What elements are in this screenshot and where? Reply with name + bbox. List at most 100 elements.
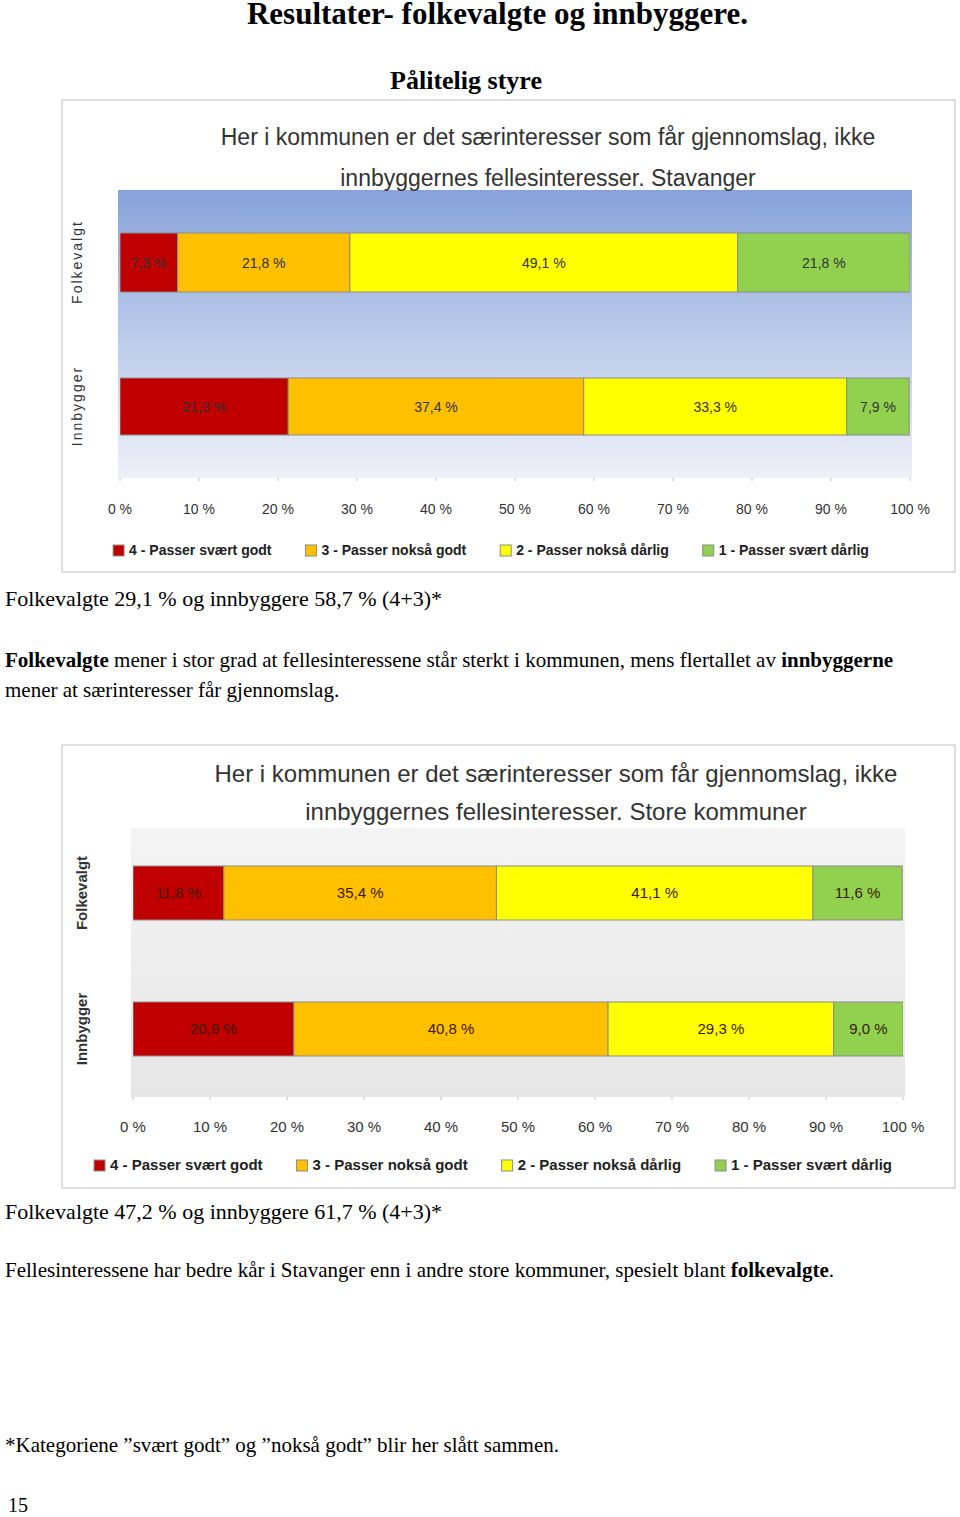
legend-swatch xyxy=(703,545,714,556)
text-run: . xyxy=(829,1258,834,1282)
tick-label: 60 % xyxy=(578,501,610,517)
tick-label: 70 % xyxy=(655,1118,689,1135)
data-label: 40,8 % xyxy=(428,1020,475,1037)
legend-item: 1 - Passer svært dårlig xyxy=(715,1156,892,1173)
data-label: 21,3 % xyxy=(182,399,226,415)
text-run: mener i stor grad at fellesinteressene s… xyxy=(109,648,781,672)
data-label: 21,8 % xyxy=(242,255,286,271)
legend-swatch xyxy=(94,1160,105,1171)
page-heading: Resultater- folkevalgte og innbyggere. xyxy=(20,0,960,32)
tick-label: 10 % xyxy=(193,1118,227,1135)
tick-mark xyxy=(673,478,674,481)
bar-segment xyxy=(813,866,902,920)
tick-mark xyxy=(436,478,437,481)
legend-item: 3 - Passer nokså godt xyxy=(297,1156,468,1173)
legend-item: 2 - Passer nokså dårlig xyxy=(500,542,669,558)
chart: 11,8 %20,9 %35,4 %40,8 %41,1 %29,3 %11,6… xyxy=(62,745,955,1188)
bar-segment xyxy=(496,866,812,920)
chart-frame xyxy=(62,100,955,572)
text-run: Fellesinteressene har bedre kår i Stavan… xyxy=(5,1258,731,1282)
bar-segment xyxy=(847,378,909,435)
tick-label: 0 % xyxy=(120,1118,146,1135)
legend: 4 - Passer svært godt 3 - Passer nokså go… xyxy=(94,1156,892,1173)
bar-segment xyxy=(294,1002,608,1056)
tick-label: 80 % xyxy=(736,501,768,517)
bar-segment xyxy=(178,233,350,292)
tick-label: 50 % xyxy=(501,1118,535,1135)
data-label: 20,9 % xyxy=(190,1020,237,1037)
bar-segment xyxy=(608,1002,834,1056)
data-label: 29,3 % xyxy=(698,1020,745,1037)
legend-label: 4 - Passer svært godt xyxy=(110,1156,263,1173)
legend-item: 4 - Passer svært godt xyxy=(113,542,272,558)
data-label: 11,8 % xyxy=(156,884,202,901)
tick-mark xyxy=(518,1097,519,1100)
tick-mark xyxy=(364,1097,365,1100)
legend-label: 1 - Passer svært dårlig xyxy=(731,1156,892,1173)
data-label: 37,4 % xyxy=(414,399,458,415)
tick-mark xyxy=(515,478,516,481)
data-label: 21,8 % xyxy=(802,255,846,271)
data-label: 7,9 % xyxy=(860,399,896,415)
tick-label: 10 % xyxy=(183,501,215,517)
tick-label: 20 % xyxy=(262,501,294,517)
tick-mark xyxy=(672,1097,673,1100)
text-run: folkevalgte xyxy=(731,1258,829,1282)
tick-mark xyxy=(749,1097,750,1100)
legend-swatch xyxy=(305,545,316,556)
tick-mark xyxy=(595,1097,596,1100)
bar-segment xyxy=(738,233,910,292)
paragraph: Fellesinteressene har bedre kår i Stavan… xyxy=(5,1255,950,1285)
category-label: Innbygger xyxy=(69,366,85,446)
tick-label: 80 % xyxy=(732,1118,766,1135)
bar-segment xyxy=(133,1002,294,1056)
legend-label: 1 - Passer svært dårlig xyxy=(719,542,869,558)
bar-segment xyxy=(120,233,178,292)
tick-mark xyxy=(831,478,832,481)
tick-mark xyxy=(278,478,279,481)
tick-label: 40 % xyxy=(424,1118,458,1135)
tick-label: 100 % xyxy=(882,1118,925,1135)
legend-item: 1 - Passer svært dårlig xyxy=(703,542,869,558)
tick-mark xyxy=(441,1097,442,1100)
data-label: 7,3 % xyxy=(131,255,167,271)
bar-segment xyxy=(224,866,497,920)
tick-label: 100 % xyxy=(890,501,930,517)
legend-item: 2 - Passer nokså dårlig xyxy=(502,1156,681,1173)
legend-label: 2 - Passer nokså dårlig xyxy=(516,542,669,558)
plot-background xyxy=(118,190,912,478)
tick-label: 60 % xyxy=(578,1118,612,1135)
text-run: mener at særinteresser får gjennomslag. xyxy=(5,678,339,702)
legend-label: 4 - Passer svært godt xyxy=(129,542,272,558)
tick-mark xyxy=(357,478,358,481)
tick-label: 90 % xyxy=(815,501,847,517)
tick-mark xyxy=(120,478,121,481)
tick-mark xyxy=(826,1097,827,1100)
tick-label: 30 % xyxy=(347,1118,381,1135)
page-number: 15 xyxy=(8,1493,28,1517)
bar-segment xyxy=(133,866,224,920)
tick-mark xyxy=(903,1097,904,1100)
data-label: 35,4 % xyxy=(337,884,384,901)
tick-mark xyxy=(287,1097,288,1100)
legend-label: 3 - Passer nokså godt xyxy=(313,1156,468,1173)
chart-title: Her i kommunen er det særinteresser som … xyxy=(196,755,916,831)
tick-mark xyxy=(199,478,200,481)
legend-item: 3 - Passer nokså godt xyxy=(305,542,466,558)
bar-segment xyxy=(834,1002,903,1056)
tick-mark xyxy=(133,1097,134,1100)
legend-swatch xyxy=(502,1160,513,1171)
footnote: *Kategoriene ”svært godt” og ”nokså godt… xyxy=(5,1431,955,1459)
bars xyxy=(120,233,910,435)
page-subheading: Pålitelig styre xyxy=(200,66,732,96)
data-labels: 11,8 %20,9 %35,4 %40,8 %41,1 %29,3 %11,6… xyxy=(156,884,888,1037)
charts-canvas: 7,3 %21,3 %21,8 %37,4 %49,1 %33,3 %21,8 … xyxy=(0,0,960,1517)
legend-swatch xyxy=(113,545,124,556)
caption: Folkevalgte 29,1 % og innbyggere 58,7 % … xyxy=(5,585,955,613)
legend: 4 - Passer svært godt 3 - Passer nokså go… xyxy=(113,542,869,558)
bar-segment xyxy=(350,233,738,292)
legend-label: 3 - Passer nokså godt xyxy=(321,542,466,558)
tick-label: 20 % xyxy=(270,1118,304,1135)
bar-segment xyxy=(584,378,847,435)
paragraph: Folkevalgte mener i stor grad at fellesi… xyxy=(5,645,950,705)
